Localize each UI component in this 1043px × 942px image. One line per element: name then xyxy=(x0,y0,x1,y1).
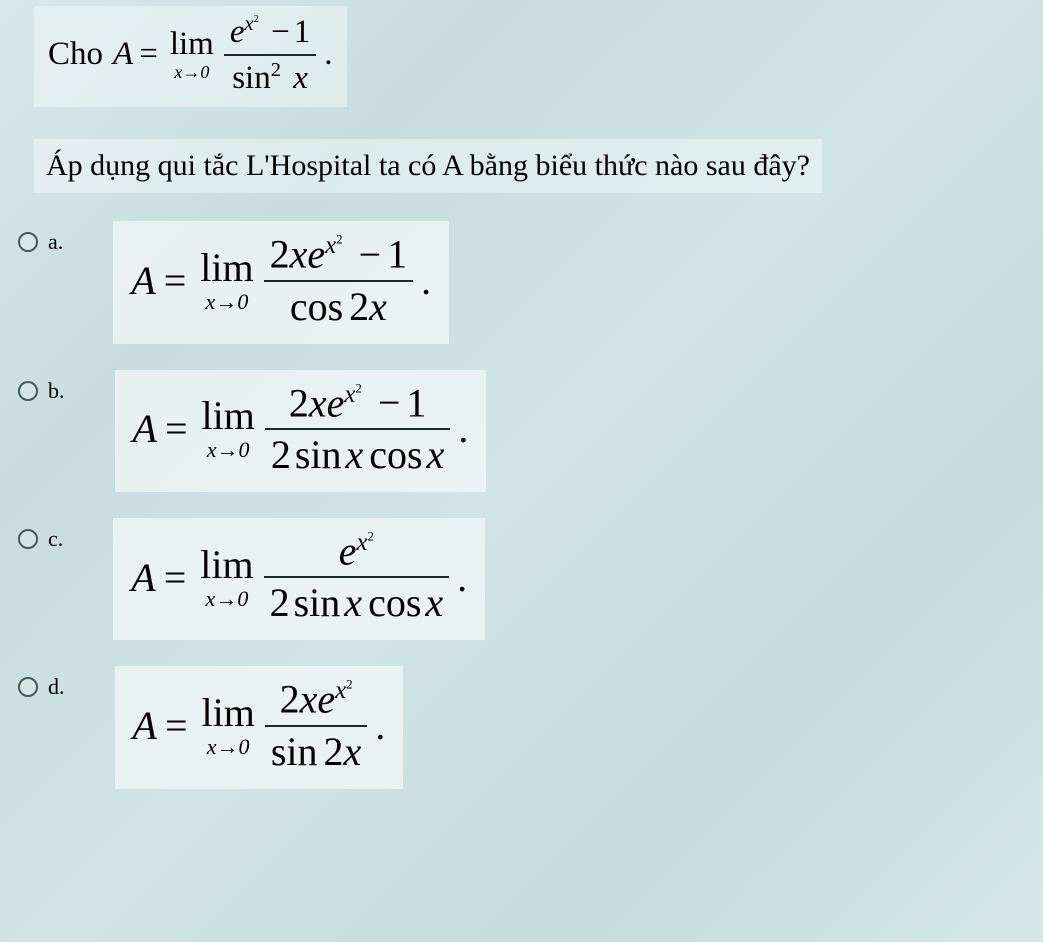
opt-a-A: A xyxy=(131,257,155,304)
opt-a-lim: lim x→0 xyxy=(200,248,253,313)
opt-a-den: cos2x xyxy=(284,284,393,330)
radio-label-a: a. xyxy=(48,229,63,255)
num-exp: x2 xyxy=(244,13,258,35)
den-x: x xyxy=(293,60,308,96)
stem-period: . xyxy=(324,36,332,73)
opt-d-num: 2xex2 xyxy=(274,676,359,722)
opt-d-lim: lim x→0 xyxy=(202,693,255,758)
option-b: b. A = lim x→0 2xex2 −1 2sinxcosx xyxy=(0,370,1043,492)
options-group: a. A = lim x→0 2xex2 −1 cos2x xyxy=(0,221,1043,788)
opt-a-period: . xyxy=(421,257,431,304)
option-c: c. A = lim x→0 ex2 2sinxcosx xyxy=(0,518,1043,640)
opt-c-num: ex2 xyxy=(333,528,380,574)
radio-d[interactable]: d. xyxy=(18,674,65,700)
num-exp-x: x xyxy=(244,13,253,35)
stem-A: A xyxy=(113,36,133,73)
opt-a-lim-sub: x→0 xyxy=(206,291,249,313)
stem-numerator: ex2 −1 xyxy=(224,12,316,52)
question-stem: Cho A = lim x→0 ex2 −1 sin2 x xyxy=(34,6,347,107)
num-minus: − xyxy=(271,14,290,50)
radio-label-c: c. xyxy=(48,526,63,552)
stem-fraction: ex2 −1 sin2 x xyxy=(224,12,316,97)
opt-b-num: 2xex2 −1 xyxy=(283,380,433,426)
stem-denominator: sin2 x xyxy=(226,58,314,98)
num-one: 1 xyxy=(294,14,311,50)
option-d-math: A = lim x→0 2xex2 sin2x . xyxy=(115,666,404,788)
num-exp-2: 2 xyxy=(254,14,259,25)
lim-word: lim xyxy=(170,28,214,61)
radio-label-d: d. xyxy=(48,674,65,700)
stem-prefix: Cho xyxy=(48,36,103,73)
opt-a-frac: 2xex2 −1 cos2x xyxy=(264,231,414,329)
option-c-math: A = lim x→0 ex2 2sinxcosx . xyxy=(113,518,485,640)
opt-b-den: 2sinxcosx xyxy=(265,432,451,478)
instruction-text: Áp dụng qui tắc L'Hospital ta có A bằng … xyxy=(34,139,822,193)
opt-d-den: sin2x xyxy=(265,729,367,775)
den-sin: sin xyxy=(232,60,271,96)
den-exp2: 2 xyxy=(271,59,281,81)
option-b-math: A = lim x→0 2xex2 −1 2sinxcosx . xyxy=(115,370,487,492)
radio-c[interactable]: c. xyxy=(18,526,63,552)
question-page: Cho A = lim x→0 ex2 −1 sin2 x xyxy=(0,0,1043,942)
radio-a[interactable]: a. xyxy=(18,229,63,255)
opt-a-num: 2xex2 −1 xyxy=(264,231,414,277)
opt-d-frac: 2xex2 sin2x xyxy=(265,676,367,774)
lim-sub: x→0 xyxy=(174,63,209,81)
opt-c-lim: lim x→0 xyxy=(200,545,253,610)
opt-c-den: 2sinxcosx xyxy=(264,580,450,626)
frac-line xyxy=(224,54,316,56)
option-a: a. A = lim x→0 2xex2 −1 cos2x xyxy=(0,221,1043,343)
radio-circle-icon xyxy=(18,232,38,252)
radio-circle-icon xyxy=(18,677,38,697)
radio-circle-icon xyxy=(18,529,38,549)
opt-a-lim-word: lim xyxy=(200,248,253,288)
radio-b[interactable]: b. xyxy=(18,378,65,404)
stem-eq: = xyxy=(139,36,158,73)
opt-b-lim: lim x→0 xyxy=(202,396,255,461)
opt-a-eq: = xyxy=(164,257,187,304)
radio-circle-icon xyxy=(18,381,38,401)
stem-lim: lim x→0 xyxy=(170,28,214,81)
radio-label-b: b. xyxy=(48,378,65,404)
lim-sub-arrow: → xyxy=(182,62,200,82)
num-e: e xyxy=(230,14,245,50)
option-d: d. A = lim x→0 2xex2 sin2x xyxy=(0,666,1043,788)
opt-b-frac: 2xex2 −1 2sinxcosx xyxy=(265,380,451,478)
opt-c-frac: ex2 2sinxcosx xyxy=(264,528,450,626)
lim-sub-0: 0 xyxy=(200,62,209,82)
option-a-math: A = lim x→0 2xex2 −1 cos2x . xyxy=(113,221,449,343)
